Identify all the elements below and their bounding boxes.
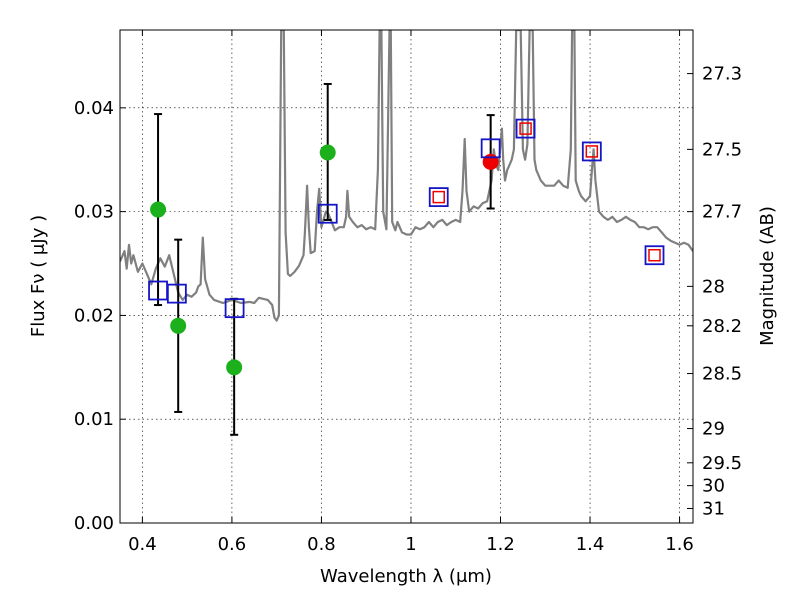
y-axis-title: Flux Fν ( μJy ) — [28, 215, 49, 337]
y2-tick-label: 28.2 — [702, 316, 742, 337]
model-flux-square — [224, 298, 245, 319]
x-tick-label: 1.4 — [576, 534, 605, 555]
photometry-point — [170, 317, 187, 334]
y-tick-label: 0.03 — [74, 202, 114, 223]
y-tick-label: 0.01 — [74, 409, 114, 430]
y-tick-label: 0.02 — [74, 305, 114, 326]
model-flux-square-inner — [648, 248, 661, 262]
photometry-point — [150, 201, 167, 218]
x-tick-label: 0.8 — [307, 534, 336, 555]
y-tick-label: 0.00 — [74, 513, 114, 534]
x-axis-title: Wavelength λ (μm) — [320, 566, 492, 587]
photometry-point — [226, 359, 243, 376]
y-tick-label: 0.04 — [74, 98, 114, 119]
plot-frame — [119, 29, 694, 524]
y2-tick-label: 27.7 — [702, 202, 742, 223]
y2-tick-label: 29 — [702, 419, 725, 440]
model-flux-square — [644, 245, 665, 266]
x-tick-label: 1.2 — [486, 534, 515, 555]
x-tick-label: 0.6 — [218, 534, 247, 555]
y2-axis-title: Magnitude (AB) — [757, 206, 778, 346]
y2-tick-label: 28 — [702, 276, 725, 297]
y2-tick-label: 31 — [702, 498, 725, 519]
plot-area — [120, 30, 693, 436]
axes: 0.4 0.6 0.8 1 1.2 1.4 1.6 0.00 0.01 0.02 0.03 0.04 2… — [74, 30, 742, 555]
y2-tick-label: 27.5 — [702, 139, 742, 160]
model-flux-square — [581, 141, 602, 162]
model-flux-square — [428, 187, 449, 208]
y2-tick-label: 29.5 — [702, 453, 742, 474]
x-tick-label: 1 — [405, 534, 416, 555]
y2-tick-label: 27.3 — [702, 64, 742, 85]
model-flux-square — [480, 138, 501, 159]
model-flux-square-inner — [585, 145, 599, 158]
photometry-point — [319, 144, 336, 161]
x-tick-label: 1.6 — [665, 534, 694, 555]
model-flux-square-inner — [432, 190, 445, 204]
model-flux-square — [317, 203, 338, 224]
y2-tick-label: 28.5 — [702, 364, 742, 385]
model-flux-square — [515, 118, 536, 139]
y2-tick-label: 30 — [702, 476, 725, 497]
model-spectrum-line — [120, 30, 693, 322]
model-flux-square — [166, 283, 187, 304]
model-flux-square-inner — [519, 122, 532, 135]
grid — [120, 30, 693, 524]
x-tick-label: 0.4 — [128, 534, 157, 555]
